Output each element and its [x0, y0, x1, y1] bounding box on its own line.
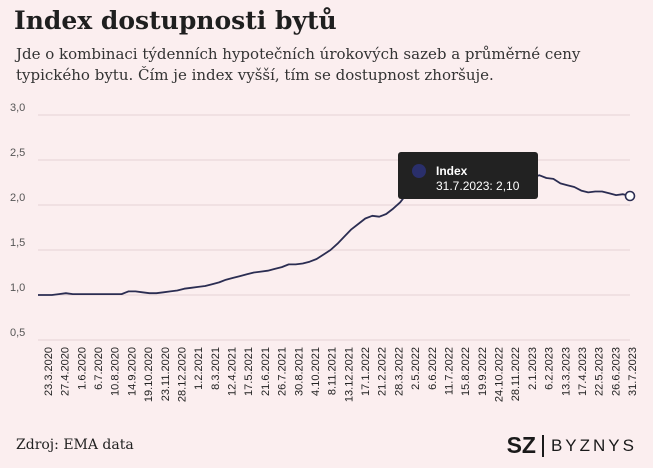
x-tick-label: 6.2.2023	[544, 347, 556, 390]
x-tick-label: 15.8.2022	[460, 347, 472, 396]
y-gridlines	[38, 114, 630, 341]
x-tick-label: 17.5.2021	[243, 347, 255, 396]
x-tick-label: 26.6.2023	[610, 347, 622, 396]
x-tick-label: 21.6.2021	[260, 347, 272, 396]
logo-text: BYZNYS	[550, 435, 637, 455]
x-tick-label: 21.2.2022	[377, 347, 389, 396]
source-note: Zdroj: EMA data	[16, 437, 134, 453]
x-tick-label: 6.7.2020	[93, 347, 105, 390]
x-tick-label: 11.7.2022	[443, 347, 455, 395]
x-tick-label: 6.6.2022	[427, 347, 439, 390]
logo-mark: SZ	[506, 432, 536, 458]
x-tick-label: 17.4.2023	[577, 347, 589, 396]
x-tick-label: 8.3.2021	[210, 347, 222, 390]
y-tick-label: 1,0	[10, 282, 25, 294]
x-tick-label: 17.1.2022	[360, 347, 372, 396]
y-tick-label: 3,0	[10, 102, 25, 114]
end-point-marker[interactable]	[624, 190, 636, 202]
x-tick-label: 26.7.2021	[277, 347, 289, 396]
x-tick-label: 10.8.2020	[110, 347, 122, 396]
sz-byznys-logo[interactable]: SZ BYZNYS	[507, 432, 637, 459]
x-tick-label: 19.9.2022	[477, 347, 489, 396]
chart-subtitle: Jde o kombinaci týdenních hypotečních úr…	[16, 45, 581, 84]
x-tick-label: 24.10.2022	[494, 347, 506, 402]
y-tick-label: 2,5	[10, 147, 25, 159]
tooltip-series-dot	[412, 164, 426, 178]
logo-separator	[541, 434, 544, 457]
x-tick-label: 13.12.2021	[343, 347, 355, 402]
x-tick-label: 8.11.2021	[327, 347, 339, 395]
x-tick-label: 23.3.2020	[43, 347, 55, 396]
x-tick-label: 14.9.2020	[126, 347, 138, 396]
x-tick-label: 19.10.2020	[143, 347, 155, 402]
x-tick-label: 30.8.2021	[293, 347, 305, 396]
line-chart: 0,5 1,0 1,5 2,0 2,5 3,0 23.3.2020 27.4.2020 1.6…	[10, 102, 639, 402]
y-tick-label: 0,5	[10, 327, 25, 339]
chart-title: Index dostupnosti bytů	[14, 6, 337, 35]
x-tick-label: 28.11.2022	[510, 347, 522, 401]
x-tick-label: 1.2.2021	[193, 347, 205, 390]
y-tick-label: 2,0	[10, 192, 25, 204]
tooltip-background	[398, 152, 538, 199]
x-tick-label: 2.5.2022	[410, 347, 422, 390]
series-line-index[interactable]	[38, 166, 631, 296]
x-tick-label: 4.10.2021	[310, 347, 322, 396]
tooltip-title: Index	[436, 164, 468, 178]
y-tick-label: 1,5	[10, 237, 25, 249]
x-tick-label: 28.12.2020	[176, 347, 188, 402]
y-axis-ticks: 0,5 1,0 1,5 2,0 2,5 3,0	[10, 102, 25, 339]
x-tick-label: 28.3.2022	[393, 347, 405, 396]
x-tick-label: 1.6.2020	[76, 347, 88, 390]
tooltip-text: 31.7.2023: 2,10	[436, 179, 520, 193]
x-tick-label: 12.4.2021	[227, 347, 239, 396]
x-tick-label: 22.5.2023	[594, 347, 606, 396]
x-axis-ticks: 23.3.2020 27.4.2020 1.6.2020 6.7.2020 10.8.2…	[43, 347, 639, 402]
x-tick-label: 31.7.2023	[627, 347, 639, 396]
x-tick-label: 13.3.2023	[560, 347, 572, 396]
x-tick-label: 23.11.2020	[160, 347, 172, 401]
x-tick-label: 2.1.2023	[527, 347, 539, 390]
tooltip: Index 31.7.2023: 2,10	[398, 152, 538, 199]
x-tick-label: 27.4.2020	[60, 347, 72, 396]
